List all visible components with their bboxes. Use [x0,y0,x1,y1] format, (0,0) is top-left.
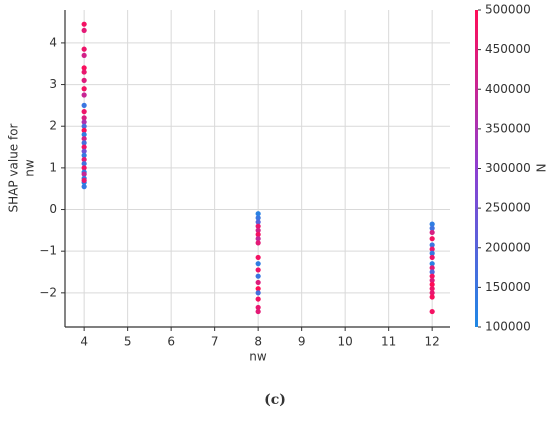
point [429,250,435,256]
point [81,102,87,108]
point [255,279,261,286]
point [429,242,435,248]
point [255,261,261,267]
point [255,236,261,242]
point [81,127,87,133]
point [429,221,435,227]
point [81,156,87,163]
point [255,211,261,217]
x-tick-label: 5 [124,335,132,349]
point [81,123,87,129]
x-tick-label: 9 [298,335,306,349]
point [81,109,87,115]
colorbar-label: N [534,164,548,173]
colorbar-tick-label: 150000 [485,280,531,294]
point [255,286,261,292]
y-tick-label: 0 [49,202,57,216]
point [81,144,87,150]
point [81,115,87,121]
x-tick-label: 8 [254,335,262,349]
point [81,136,87,142]
point [429,269,435,275]
point [255,240,261,246]
x-tick-label: 11 [381,335,396,349]
point [81,52,87,59]
colorbar-tick-label: 450000 [485,42,531,56]
point [429,294,435,300]
point [81,184,87,190]
point [81,77,87,83]
colorbar-tick-label: 100000 [485,320,531,334]
colorbar [475,10,478,327]
point [81,46,87,52]
point [255,296,261,302]
point [255,215,261,221]
x-tick-label: 10 [338,335,353,349]
point [429,246,435,252]
point [255,219,261,225]
y-axis-label: SHAP value for [7,123,21,212]
point [255,304,261,311]
point [255,223,261,229]
y-tick-label: 1 [49,160,57,174]
point [255,254,261,261]
point [255,267,261,273]
point [81,69,87,75]
point [429,290,435,296]
colorbar-tick-label: 350000 [485,121,531,135]
point [429,236,435,242]
point [81,21,87,27]
point [255,227,261,233]
point [255,231,261,238]
point [81,140,87,146]
point [81,177,87,183]
point [429,261,435,267]
x-axis-label: nw [249,350,267,364]
y-tick-label: −1 [39,244,57,258]
y-axis-label: nw [23,159,37,177]
x-tick-label: 12 [425,335,440,349]
point [429,265,435,271]
colorbar-tick-label: 250000 [485,201,531,215]
point [81,131,87,138]
x-tick-label: 7 [211,335,219,349]
point [429,277,435,283]
y-tick-label: 4 [49,35,57,49]
point [429,229,435,236]
colorbar-tick-label: 200000 [485,240,531,254]
point [81,165,87,171]
x-tick-label: 4 [80,335,88,349]
point [81,86,87,92]
point [255,273,261,279]
y-tick-label: 2 [49,119,57,133]
x-tick-label: 6 [167,335,175,349]
point [81,119,87,125]
point [429,286,435,292]
point [429,281,435,288]
point [429,254,435,261]
point [429,225,435,231]
point [255,308,261,315]
point [81,171,87,177]
y-tick-label: 3 [49,77,57,91]
colorbar-tick-label: 500000 [485,3,531,17]
y-tick-label: −2 [39,285,57,299]
point [81,161,87,167]
caption: (c) [264,392,286,408]
point [81,65,87,71]
point [81,148,87,154]
point [81,152,87,158]
point [81,92,87,98]
point [81,27,87,34]
colorbar-tick-label: 300000 [485,161,531,175]
point [255,290,261,296]
point [429,273,435,279]
colorbar-tick-label: 400000 [485,82,531,96]
point [429,308,435,315]
